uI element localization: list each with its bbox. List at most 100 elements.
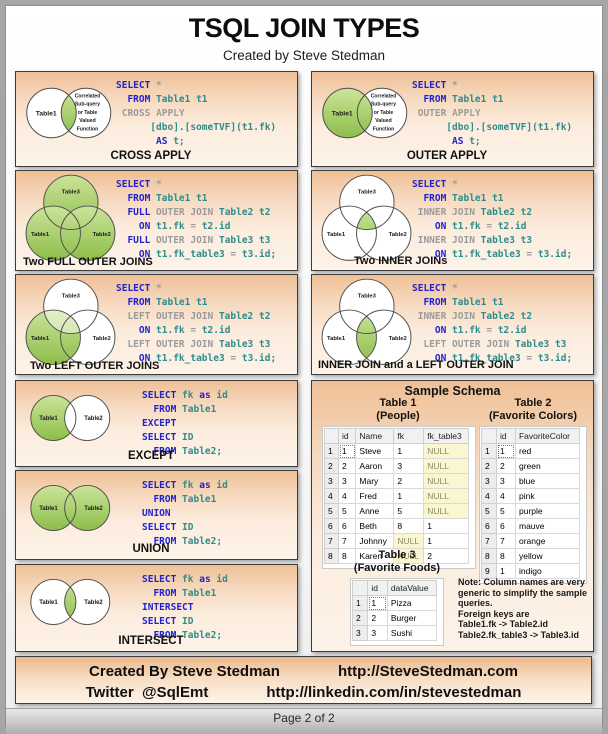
- footer-linkedin-url: http://linkedin.com/in/stevestedman: [266, 684, 522, 701]
- grid-row: 8 8 Karen NULL 2: [323, 548, 469, 564]
- sql-token: =: [224, 353, 237, 364]
- venn-diagram-full: Table3 Table1 Table2: [25, 174, 116, 261]
- sql-token: Table1 t1: [150, 94, 208, 105]
- sql-code: SELECT fk as id FROM Table1 INTERSECT SE…: [142, 573, 228, 643]
- sql-token: FROM: [412, 94, 447, 105]
- grid-cell: pink: [514, 488, 581, 504]
- venn-circle-outline: [339, 174, 395, 231]
- grid-cell: 3: [496, 473, 516, 489]
- grid-cell: 2: [496, 458, 516, 474]
- grid-cell: 2: [393, 473, 425, 489]
- grid-cell: 4: [338, 488, 357, 504]
- sql-token: INNER JOIN: [412, 235, 475, 246]
- venn-circle-outline: [30, 394, 77, 442]
- venn-label: Function: [373, 126, 395, 132]
- grid-cell: orange: [514, 533, 581, 549]
- grid-cell: purple: [514, 503, 581, 519]
- sql-token: FROM: [412, 297, 447, 308]
- sql-token: =: [184, 221, 197, 232]
- grid-cell: mauve: [514, 518, 581, 534]
- venn-circle: [322, 88, 373, 138]
- venn-circle: [26, 88, 77, 138]
- grid-cell: Steve: [355, 443, 395, 459]
- grid-cell: 8: [496, 548, 516, 564]
- sql-token: SELECT: [142, 616, 177, 627]
- grid-cell: 6: [480, 518, 498, 534]
- grid-cell: 8: [480, 548, 498, 564]
- grid-cell: Burger: [386, 610, 438, 626]
- grid-header-cell: Name: [355, 428, 395, 444]
- sql-token: t2.id: [196, 325, 231, 336]
- sql-token: *: [446, 283, 458, 294]
- grid-cell: 5: [323, 503, 340, 519]
- grid-header-cell: [351, 580, 369, 596]
- venn-label: Table1: [327, 336, 346, 342]
- sql-token: t2.id: [492, 325, 527, 336]
- grid-header-row: id dataValue: [351, 580, 438, 596]
- grid-cell: 3: [323, 473, 340, 489]
- grid-cell: Beth: [355, 518, 395, 534]
- page-number-band: Page 2 of 2: [6, 708, 602, 734]
- grid-header-cell: dataValue: [386, 580, 438, 596]
- grid-cell: 1: [323, 443, 340, 459]
- sql-token: SELECT: [116, 179, 151, 190]
- venn-diagram-union: Table1 Table2: [30, 484, 111, 532]
- grid-header-cell: id: [338, 428, 357, 444]
- schema-table-t2: Table 2 (Favorite Colors) id FavoriteColor 1…: [478, 397, 588, 584]
- panel-caption: OUTER APPLY: [406, 150, 488, 162]
- grid-row: 4 4 Fred 1 NULL: [323, 488, 469, 504]
- sql-token: Table1 t1: [446, 193, 504, 204]
- sql-token: Table1 t1: [150, 193, 208, 204]
- grid-row: 4 4 pink: [480, 488, 581, 504]
- sql-token: SELECT: [142, 522, 177, 533]
- venn-label: Table1: [31, 336, 50, 342]
- venn-circle-outline: [30, 578, 77, 626]
- sql-token: t;: [463, 136, 481, 147]
- grid-cell: 1: [480, 443, 498, 459]
- sql-token: t1.fk_table3: [446, 353, 521, 364]
- grid-cell: 1: [496, 443, 516, 459]
- results-gridwrap: id FavoriteColor 1 1 red 2 2 green 3 3 blue 4 4 pink 5…: [479, 426, 587, 584]
- venn-circle-outline: [25, 309, 81, 365]
- sql-token: INTERSECT: [142, 602, 194, 613]
- poster-page: TSQL JOIN TYPES Created by Steve Stedman…: [5, 5, 603, 734]
- sql-token: Table2 t2: [213, 207, 271, 218]
- sql-token: *: [150, 283, 162, 294]
- panel-caption: INNER JOIN and a LEFT OUTER JOIN: [318, 359, 514, 371]
- grid-cell: 3: [367, 625, 388, 641]
- sql-code: SELECT fk as id FROM Table1 UNION SELECT…: [142, 479, 228, 549]
- grid-cell: 2: [367, 610, 388, 626]
- venn-circle-outline: [43, 278, 99, 335]
- sql-code: SELECT * FROM Table1 t1 FULL OUTER JOIN …: [116, 178, 276, 262]
- venn-label: Sub-query: [371, 102, 396, 108]
- venn-label: Table1: [39, 416, 58, 422]
- venn-circle-outline: [64, 578, 111, 626]
- grid-cell: 1: [423, 518, 469, 534]
- sql-token: Table3 t3: [213, 339, 271, 350]
- grid-cell: 4: [496, 488, 516, 504]
- sql-token: Table3 t3: [213, 235, 271, 246]
- grid-row: 6 6 mauve: [480, 518, 581, 534]
- sql-token: =: [480, 325, 493, 336]
- grid-cell: 8: [338, 548, 357, 564]
- schema-table-t3: Table 3 (Favorite Foods) id dataValue 1 1 Pizz…: [332, 549, 462, 646]
- sql-token: as: [193, 480, 211, 491]
- venn-circle: [64, 579, 110, 625]
- table-caption: Table 2 (Favorite Colors): [488, 397, 577, 422]
- venn-circle-outline: [64, 484, 111, 532]
- grid-cell: 2: [323, 458, 340, 474]
- sql-token: fk: [176, 480, 194, 491]
- panel-innerleft: Table3 Table1 Table2 SELECT * FROM Table1 t…: [311, 274, 594, 375]
- sql-token: CROSS APPLY: [116, 108, 185, 119]
- grid-cell: 2: [480, 458, 498, 474]
- sql-token: LEFT OUTER JOIN: [116, 339, 214, 350]
- page-number: Page 2 of 2: [273, 711, 335, 725]
- panel-caption: UNION: [132, 543, 170, 555]
- sql-token: t2.id: [196, 221, 231, 232]
- sql-token: ON: [412, 249, 447, 260]
- sql-token: OUTER APPLY: [412, 108, 481, 119]
- sql-token: =: [480, 221, 493, 232]
- grid-row: 1 1 red: [480, 443, 581, 459]
- venn-diagram-left: Table3 Table1 Table2: [25, 278, 116, 365]
- sql-token: id: [210, 574, 228, 585]
